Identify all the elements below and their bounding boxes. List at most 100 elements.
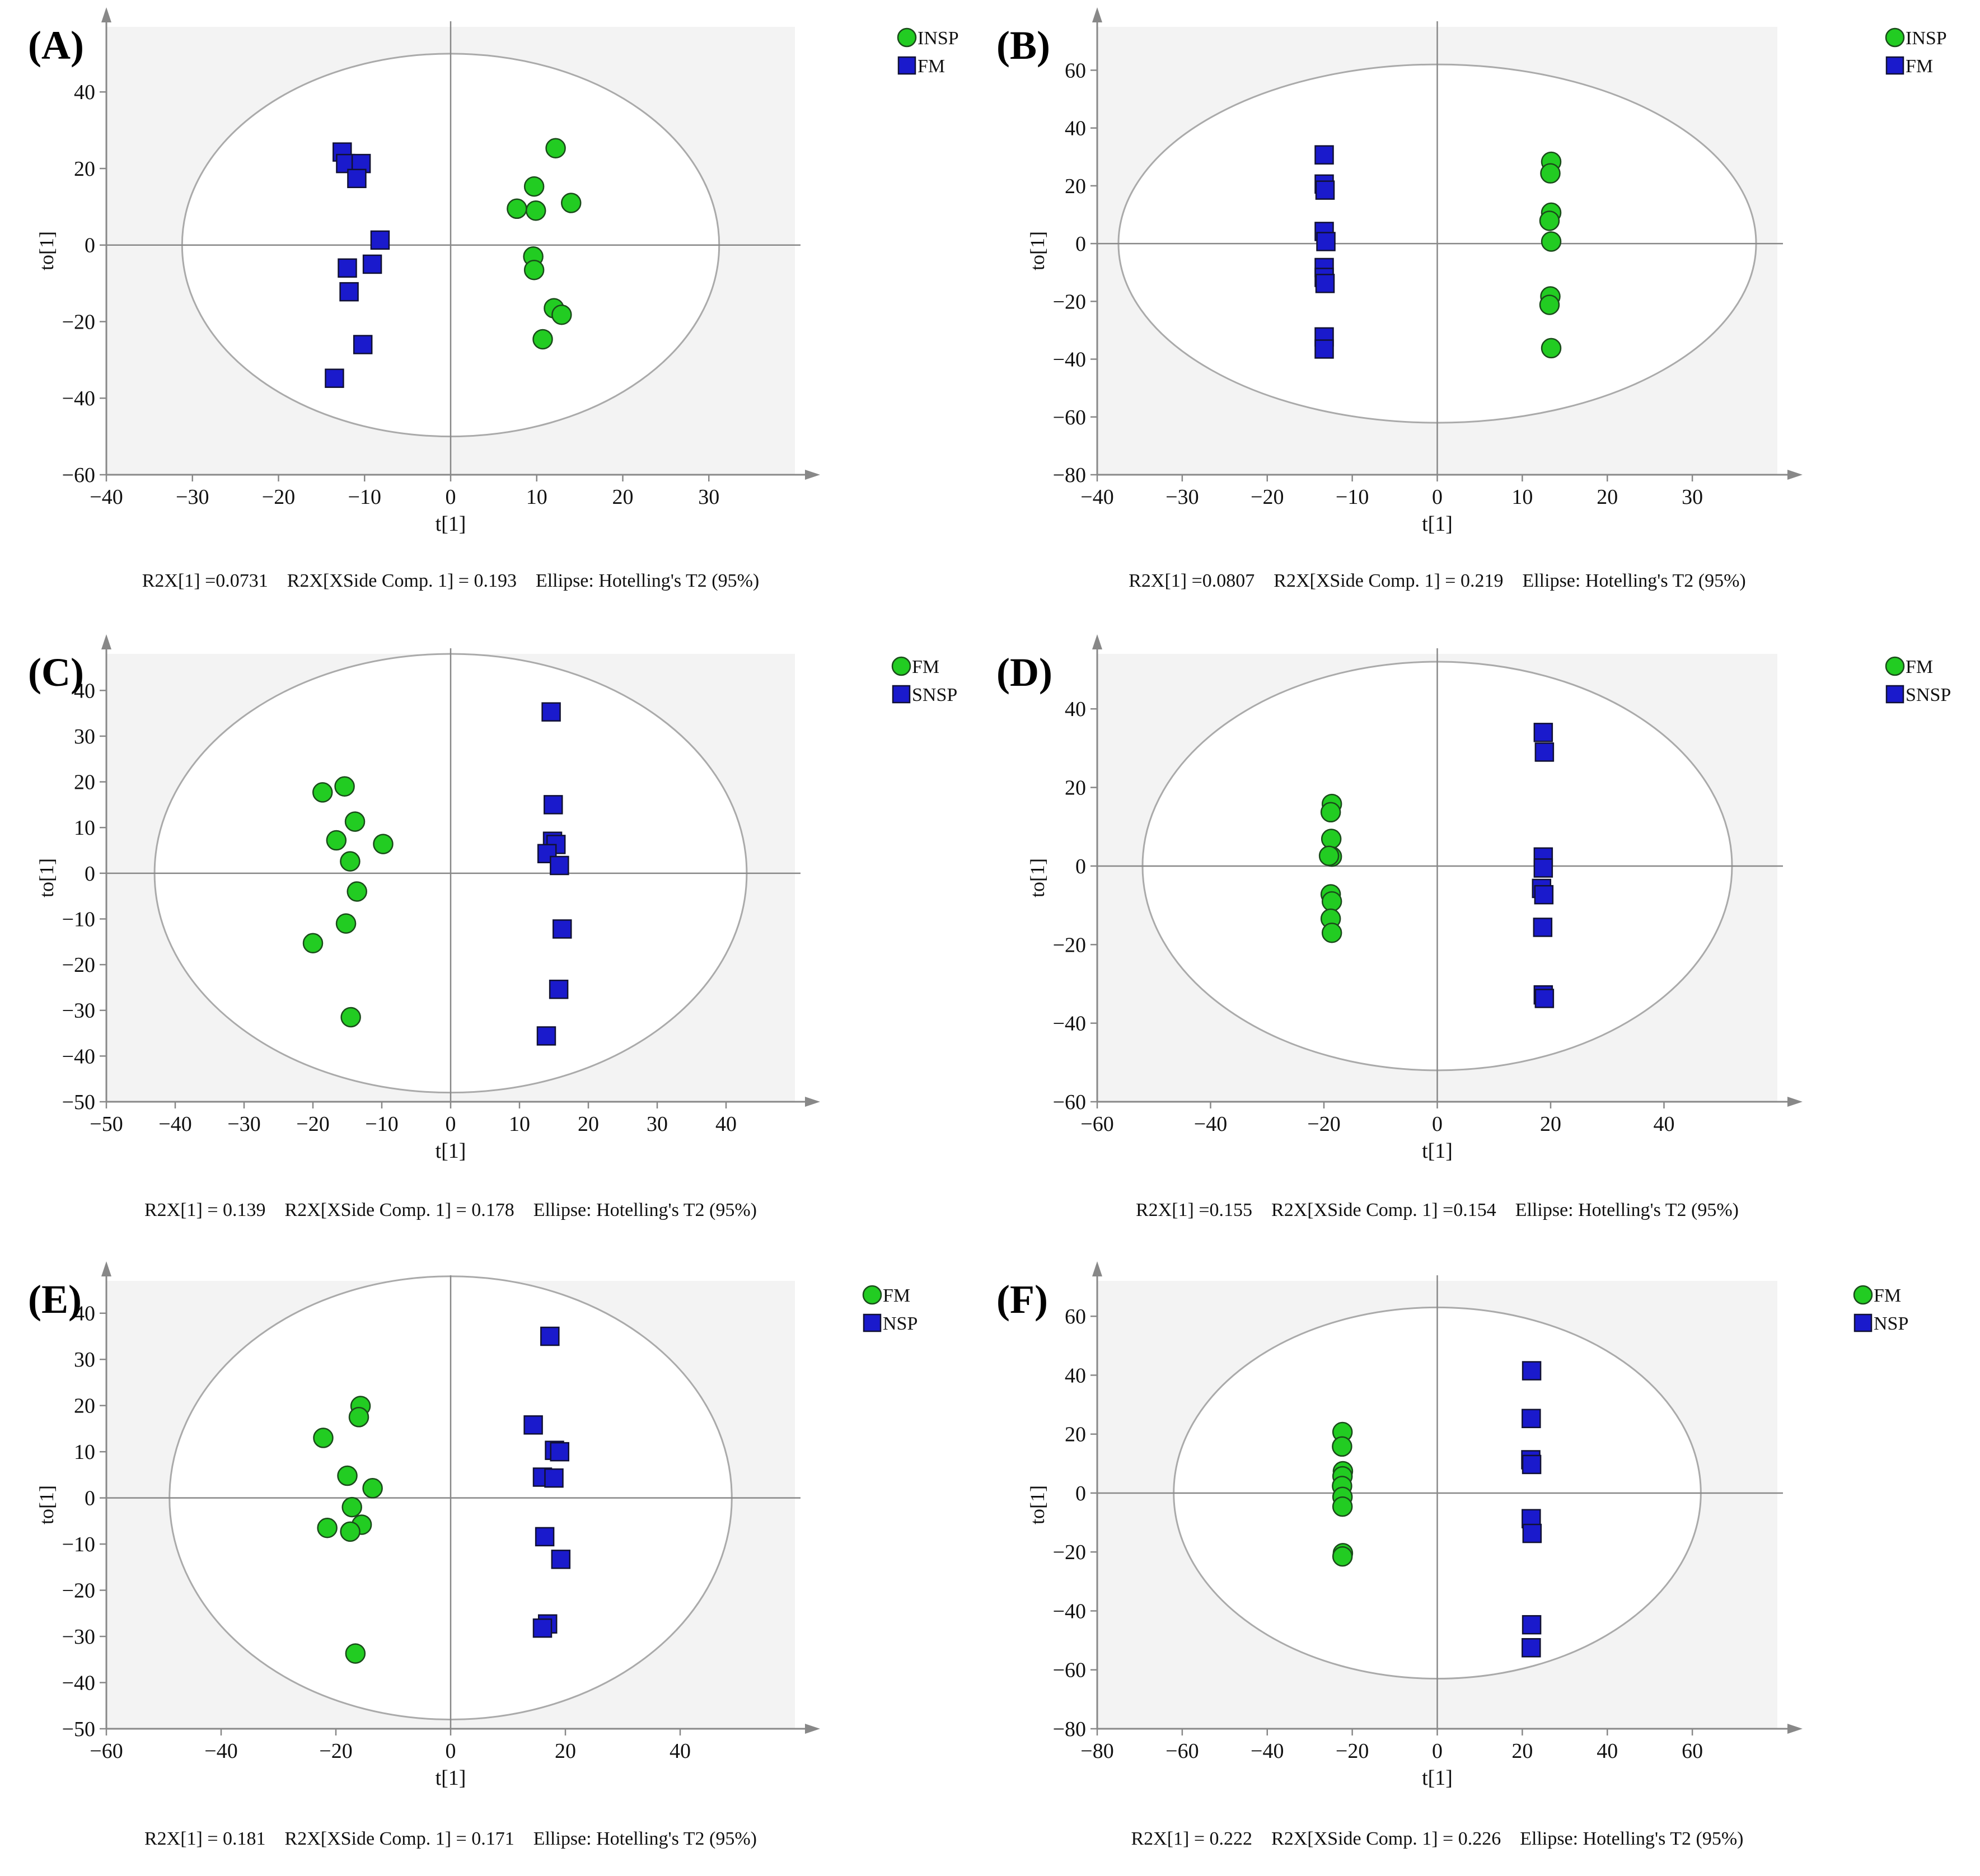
- data-point-nsp: [1522, 1409, 1541, 1429]
- data-point-insp: [1539, 210, 1560, 231]
- x-axis-arrow: [1787, 1097, 1803, 1107]
- panel-footer: R2X[1] =0.155 R2X[XSide Comp. 1] =0.154 …: [1136, 1200, 1739, 1220]
- data-point-fm: [1321, 891, 1342, 912]
- y-tick-label: −60: [1053, 1659, 1086, 1682]
- legend-label-fm: FM: [1874, 1285, 1901, 1306]
- panel-label: (E): [28, 1277, 82, 1322]
- data-point-insp: [1541, 231, 1562, 252]
- x-tick-label: −30: [227, 1112, 260, 1136]
- y-tick-label: −50: [62, 1718, 95, 1741]
- series-fm: [325, 142, 390, 388]
- data-point-fm: [1332, 1496, 1353, 1517]
- data-point-fm: [370, 230, 390, 250]
- y-tick-label: 10: [74, 1440, 95, 1464]
- x-axis-arrow: [1787, 1724, 1803, 1734]
- legend: FM NSP: [862, 1285, 918, 1334]
- data-point-snsp: [1533, 858, 1553, 878]
- data-point-insp: [507, 198, 527, 219]
- data-point-fm: [348, 1407, 369, 1428]
- data-point-nsp: [523, 1415, 543, 1435]
- y-tick-label: −20: [1053, 1541, 1086, 1564]
- x-axis-label: t[1]: [436, 1139, 466, 1163]
- y-tick-label: −20: [62, 953, 95, 977]
- data-point-nsp: [550, 1442, 569, 1462]
- series-fm: [1318, 793, 1342, 943]
- legend-label-fm: FM: [918, 56, 945, 77]
- data-point-fm: [347, 881, 367, 902]
- y-axis-label: to[1]: [1026, 1485, 1048, 1524]
- x-tick-label: 30: [698, 485, 719, 509]
- x-tick-label: 20: [1540, 1112, 1561, 1136]
- legend: FM SNSP: [891, 656, 957, 705]
- data-point-fm: [1320, 802, 1341, 823]
- data-point-snsp: [1534, 989, 1555, 1008]
- series-snsp: [536, 702, 572, 1046]
- panel-label: (D): [996, 650, 1052, 695]
- x-tick-label: −40: [90, 485, 123, 509]
- legend-marker-snsp: [1885, 685, 1904, 704]
- y-tick-label: 0: [1075, 855, 1086, 878]
- x-axis-label: t[1]: [436, 512, 466, 536]
- x-axis-arrow: [805, 470, 820, 480]
- data-point-fm: [353, 335, 373, 354]
- panel-a: −40 −30 −20 −10 0 10 20 30−60−40−2002040t[1]to[…: [28, 7, 959, 591]
- data-point-snsp: [541, 702, 561, 722]
- series-snsp: [1532, 723, 1555, 1008]
- y-tick-label: 20: [74, 771, 95, 794]
- data-point-nsp: [1522, 1638, 1541, 1658]
- y-tick-label: −40: [1053, 348, 1086, 372]
- y-tick-label: 40: [1065, 117, 1086, 141]
- legend-marker-fm: [1885, 56, 1904, 75]
- data-point-fm: [362, 254, 382, 274]
- y-tick-label: −10: [62, 1533, 95, 1556]
- legend-marker-fm: [862, 1285, 882, 1305]
- x-tick-label: −50: [90, 1112, 123, 1136]
- panel-footer: R2X[1] =0.0807 R2X[XSide Comp. 1] = 0.21…: [1129, 570, 1746, 591]
- x-tick-label: −10: [365, 1112, 398, 1136]
- panel-label: (C): [28, 650, 84, 695]
- panel-label: (F): [996, 1277, 1048, 1322]
- x-tick-label: 0: [446, 485, 456, 509]
- y-tick-label: 40: [74, 81, 95, 104]
- x-tick-label: 0: [1432, 1112, 1443, 1136]
- y-tick-label: 20: [1065, 175, 1086, 198]
- data-point-fm: [317, 1517, 338, 1538]
- data-point-insp: [532, 329, 553, 350]
- y-axis-arrow: [1092, 1261, 1102, 1276]
- x-tick-label: −20: [319, 1739, 352, 1763]
- data-point-fm: [326, 830, 347, 851]
- y-tick-label: −60: [62, 464, 95, 487]
- legend-marker-fm: [1885, 656, 1905, 676]
- y-tick-label: −80: [1053, 1718, 1086, 1741]
- data-point-fm: [1332, 1546, 1353, 1567]
- data-point-fm: [1315, 180, 1335, 200]
- data-point-insp: [561, 193, 582, 213]
- data-point-fm: [373, 834, 394, 854]
- series-fm: [1314, 145, 1336, 359]
- data-point-nsp: [540, 1326, 560, 1346]
- panel-label: (B): [996, 23, 1050, 68]
- y-tick-label: −40: [62, 1045, 95, 1068]
- data-point-insp: [525, 200, 546, 221]
- x-tick-label: −40: [1194, 1112, 1227, 1136]
- y-axis-arrow: [101, 634, 111, 649]
- data-point-insp: [1539, 294, 1560, 315]
- y-tick-label: 0: [1075, 232, 1086, 256]
- data-point-fm: [1332, 1436, 1352, 1457]
- data-point-fm: [341, 1496, 362, 1518]
- y-tick-label: 40: [74, 679, 95, 703]
- x-tick-label: −60: [1165, 1739, 1199, 1763]
- series-fm: [1332, 1421, 1354, 1567]
- legend-marker-insp: [897, 27, 917, 48]
- series-nsp: [523, 1326, 571, 1638]
- x-tick-label: −40: [1251, 1739, 1284, 1763]
- y-axis-arrow: [1092, 7, 1102, 22]
- data-point-fm: [340, 1521, 361, 1542]
- y-tick-label: 20: [74, 1395, 95, 1418]
- x-tick-label: 0: [1432, 1739, 1443, 1763]
- panel-label: (A): [28, 23, 84, 68]
- y-tick-label: −20: [62, 310, 95, 334]
- y-tick-label: −20: [1053, 290, 1086, 314]
- data-point-insp: [1541, 338, 1562, 359]
